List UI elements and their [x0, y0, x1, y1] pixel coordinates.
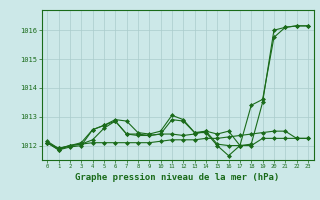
X-axis label: Graphe pression niveau de la mer (hPa): Graphe pression niveau de la mer (hPa) [76, 173, 280, 182]
